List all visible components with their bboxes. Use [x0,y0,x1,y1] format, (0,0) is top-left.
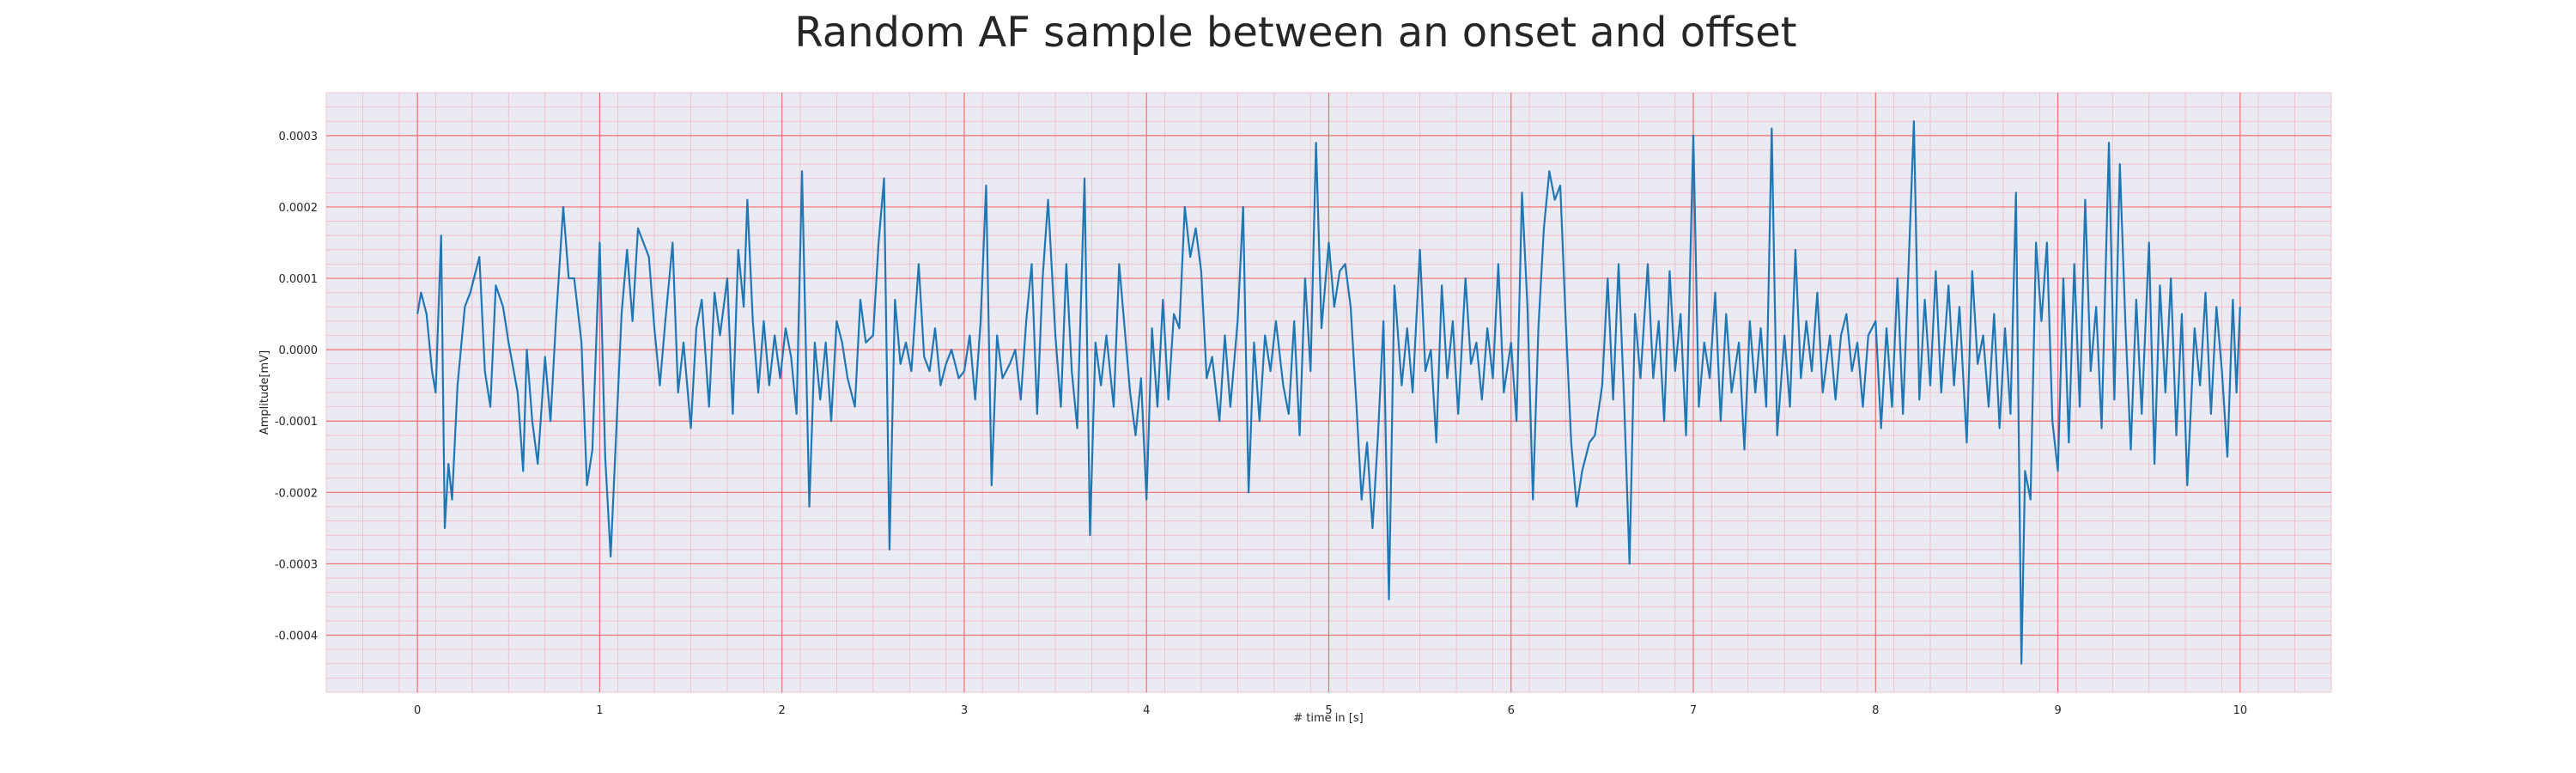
x-axis-ticks: 0 1 2 3 4 5 6 7 8 9 10 [414,704,2247,717]
y-tick-label: 0.0003 [279,131,319,143]
x-tick-label: 3 [961,704,968,717]
y-tick-label: 0.0000 [279,344,319,357]
y-tick-label: -0.0002 [275,487,318,500]
x-tick-label: 5 [1325,704,1332,717]
y-axis-ticks: 0.0003 0.0002 0.0001 0.0000 -0.0001 -0.0002 -0… [275,131,318,643]
x-tick-label: 6 [1508,704,1515,717]
x-tick-label: 2 [779,704,786,717]
x-tick-label: 8 [1872,704,1879,717]
y-tick-label: 0.0002 [279,202,319,215]
x-axis-label: # time in [s] [1293,712,1363,725]
y-tick-label: -0.0001 [275,416,318,429]
y-tick-label: -0.0003 [275,558,318,571]
y-tick-label: 0.0001 [279,273,319,286]
major-grid [326,93,2331,692]
x-tick-label: 7 [1690,704,1697,717]
y-tick-label: -0.0004 [275,630,318,643]
series-line-af-sample [416,120,2241,665]
x-tick-label: 0 [414,704,421,717]
chart-title: Random AF sample between an onset and of… [794,9,1796,57]
x-tick-label: 10 [2233,704,2248,717]
x-tick-label: 4 [1143,704,1150,717]
x-tick-label: 9 [2054,704,2061,717]
y-axis-label: Amplitude[mV] [258,350,271,435]
x-tick-label: 1 [596,704,603,717]
